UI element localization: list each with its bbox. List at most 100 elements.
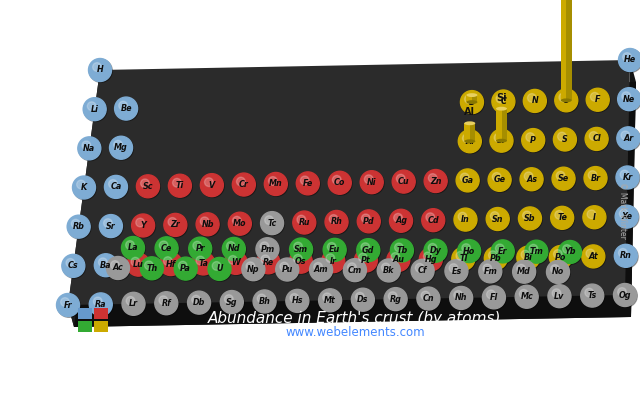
Circle shape bbox=[344, 259, 367, 282]
Circle shape bbox=[289, 250, 312, 273]
Circle shape bbox=[616, 206, 639, 229]
Circle shape bbox=[622, 92, 630, 100]
Text: Hg: Hg bbox=[424, 255, 437, 264]
Circle shape bbox=[61, 298, 69, 306]
Text: Y: Y bbox=[140, 221, 146, 230]
Circle shape bbox=[145, 261, 153, 270]
Circle shape bbox=[125, 241, 134, 249]
Polygon shape bbox=[625, 60, 636, 317]
Circle shape bbox=[417, 287, 440, 310]
Circle shape bbox=[454, 208, 477, 231]
Circle shape bbox=[460, 173, 469, 182]
Text: Cs: Cs bbox=[68, 261, 79, 270]
Circle shape bbox=[462, 244, 470, 252]
Circle shape bbox=[332, 176, 341, 184]
Circle shape bbox=[68, 216, 91, 239]
Circle shape bbox=[110, 137, 133, 160]
Bar bbox=[94, 321, 108, 332]
Circle shape bbox=[164, 214, 187, 236]
Circle shape bbox=[265, 216, 273, 224]
Circle shape bbox=[580, 284, 604, 307]
Circle shape bbox=[519, 208, 542, 231]
Circle shape bbox=[451, 287, 474, 310]
Circle shape bbox=[618, 88, 640, 111]
Text: Os: Os bbox=[295, 257, 307, 266]
Text: Mc: Mc bbox=[520, 292, 533, 301]
Text: Cn: Cn bbox=[422, 294, 434, 303]
Circle shape bbox=[261, 212, 284, 236]
Circle shape bbox=[115, 97, 138, 120]
Circle shape bbox=[615, 245, 638, 268]
Circle shape bbox=[196, 213, 219, 236]
Circle shape bbox=[297, 173, 320, 196]
Circle shape bbox=[547, 260, 570, 284]
Circle shape bbox=[381, 263, 390, 272]
Circle shape bbox=[457, 170, 480, 193]
Text: Ar: Ar bbox=[623, 134, 634, 143]
Circle shape bbox=[615, 205, 638, 228]
Circle shape bbox=[232, 216, 241, 225]
Circle shape bbox=[527, 94, 536, 102]
Bar bbox=[467, 95, 477, 102]
Circle shape bbox=[179, 261, 187, 270]
Circle shape bbox=[556, 171, 565, 180]
Circle shape bbox=[452, 247, 475, 270]
Circle shape bbox=[189, 238, 212, 261]
Circle shape bbox=[141, 258, 164, 281]
Circle shape bbox=[552, 207, 575, 230]
Circle shape bbox=[258, 252, 280, 275]
Circle shape bbox=[196, 256, 205, 265]
Text: Al: Al bbox=[464, 107, 476, 117]
Circle shape bbox=[387, 248, 410, 272]
Text: Cr: Cr bbox=[239, 180, 249, 189]
Text: Li: Li bbox=[91, 105, 99, 114]
Text: Rb: Rb bbox=[73, 222, 84, 231]
Circle shape bbox=[421, 291, 430, 300]
Circle shape bbox=[461, 92, 484, 114]
Text: Pr: Pr bbox=[195, 244, 205, 253]
Text: Ag: Ag bbox=[395, 216, 407, 225]
Circle shape bbox=[513, 260, 536, 283]
Text: Mo: Mo bbox=[233, 219, 246, 228]
Text: As: As bbox=[526, 175, 537, 184]
Circle shape bbox=[233, 174, 256, 197]
Circle shape bbox=[291, 239, 314, 262]
Circle shape bbox=[589, 132, 598, 140]
Circle shape bbox=[222, 238, 245, 260]
Circle shape bbox=[189, 237, 212, 260]
Circle shape bbox=[456, 169, 479, 192]
Circle shape bbox=[555, 210, 564, 219]
Text: Ru: Ru bbox=[299, 218, 310, 227]
Circle shape bbox=[554, 128, 577, 151]
Circle shape bbox=[325, 210, 348, 234]
Text: Al: Al bbox=[465, 137, 474, 146]
Circle shape bbox=[445, 260, 468, 282]
Circle shape bbox=[132, 215, 156, 238]
Circle shape bbox=[463, 134, 471, 143]
Text: Br: Br bbox=[591, 174, 600, 182]
Text: Tb: Tb bbox=[396, 246, 408, 255]
Circle shape bbox=[552, 289, 561, 298]
Text: I: I bbox=[593, 213, 596, 222]
Circle shape bbox=[460, 91, 483, 114]
Circle shape bbox=[552, 167, 575, 190]
Text: Zn: Zn bbox=[430, 176, 442, 186]
Circle shape bbox=[242, 258, 265, 281]
Circle shape bbox=[394, 243, 403, 252]
Circle shape bbox=[127, 254, 150, 277]
Text: © Mark Winter: © Mark Winter bbox=[618, 182, 627, 238]
Circle shape bbox=[490, 129, 513, 152]
Text: Sr: Sr bbox=[106, 222, 116, 230]
Circle shape bbox=[618, 248, 627, 257]
Circle shape bbox=[559, 240, 582, 264]
Circle shape bbox=[392, 170, 415, 193]
Circle shape bbox=[524, 172, 533, 181]
Circle shape bbox=[515, 285, 538, 308]
Circle shape bbox=[582, 245, 605, 268]
Text: K: K bbox=[81, 183, 87, 192]
Circle shape bbox=[169, 175, 192, 198]
Circle shape bbox=[159, 296, 168, 305]
Circle shape bbox=[293, 211, 316, 234]
Circle shape bbox=[525, 241, 548, 264]
Ellipse shape bbox=[561, 98, 572, 102]
